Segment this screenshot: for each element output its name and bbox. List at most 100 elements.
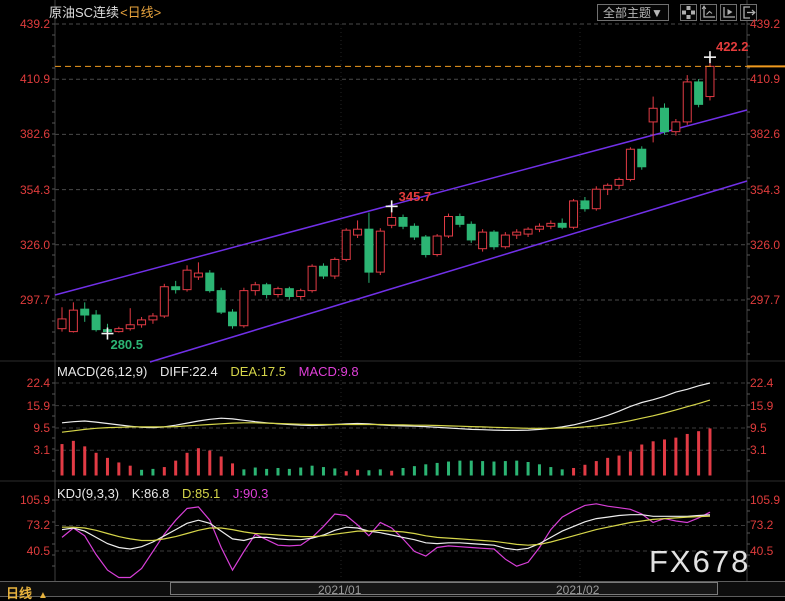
last-high-label: 422.2: [715, 39, 749, 55]
y-axis-label: 326.0: [750, 237, 781, 252]
macd-histogram-bar: [94, 452, 98, 476]
macd-histogram-bar: [424, 464, 428, 476]
swing-high-label: 345.7: [398, 189, 432, 205]
y-axis-label: 439.2: [750, 17, 781, 31]
y-axis-scale-icon: [701, 5, 715, 18]
dea-line: [61, 399, 711, 433]
macd-histogram-bar: [128, 465, 132, 476]
y-axis-scale-button[interactable]: [700, 4, 717, 21]
candle-body: [478, 231, 488, 250]
candle-body: [307, 265, 317, 292]
macd-histogram-bar: [208, 450, 212, 476]
macd-histogram-bar: [196, 448, 200, 476]
macd-histogram-bar: [458, 460, 462, 476]
candle-body: [205, 272, 215, 292]
candle-body: [603, 184, 613, 190]
candle-body: [318, 265, 328, 277]
period-tag: <日线>: [120, 5, 162, 20]
y-axis-label: 326.0: [19, 237, 50, 252]
candle-body: [660, 107, 670, 133]
candle-body: [387, 216, 397, 226]
macd-histogram-bar: [378, 469, 382, 476]
collapse-arrow-icon: ▲: [38, 590, 48, 601]
exit-chart-button[interactable]: [740, 4, 757, 21]
scrollbar-thumb[interactable]: [170, 582, 718, 595]
candle-body: [466, 223, 476, 241]
candle-body: [614, 178, 624, 186]
macd-histogram-bar: [572, 467, 576, 476]
pan-icon: [682, 6, 695, 19]
macd-histogram-bar: [412, 466, 416, 476]
candle-body: [694, 81, 704, 105]
y-axis-label: 15.9: [750, 398, 774, 413]
symbol-title: 原油SC连续<日线>: [49, 2, 161, 21]
y-axis-label: 382.6: [19, 127, 50, 142]
y-axis-label: 40.5: [26, 543, 50, 558]
candle-body: [137, 319, 147, 326]
y-axis-label: 40.5: [750, 543, 774, 558]
macd-histogram-bar: [367, 470, 371, 476]
auto-scale-icon: [723, 7, 735, 18]
macd-histogram-bar: [606, 457, 610, 476]
macd-histogram-bar: [185, 452, 189, 476]
y-axis-label: 15.9: [26, 398, 50, 413]
macd-histogram-bar: [697, 431, 701, 476]
macd-histogram-bar: [617, 455, 621, 476]
month-label-jan: 2021/01: [318, 583, 362, 597]
macd-histogram-bar: [105, 457, 109, 476]
candle-body: [523, 228, 533, 235]
candle-body: [637, 148, 647, 168]
k-readout: K:86.8: [131, 486, 170, 501]
theme-dropdown[interactable]: 全部主题▼: [597, 4, 669, 21]
k-line: [61, 514, 711, 551]
j-readout: J:90.3: [232, 486, 269, 501]
kdj-label: KDJ(9,3,3): [57, 486, 120, 501]
trend-channel-line: [149, 180, 748, 363]
swing-low-label: 280.5: [110, 336, 144, 352]
candle-body: [409, 225, 419, 238]
macd-histogram-bar: [663, 439, 667, 476]
period-tab[interactable]: 日线 ▲: [6, 583, 48, 601]
diff-readout: DIFF:22.4: [159, 364, 218, 379]
pan-tool-button[interactable]: [680, 4, 697, 21]
candle-body: [489, 231, 499, 248]
macd-histogram-bar: [435, 462, 439, 476]
macd-histogram-bar: [356, 469, 360, 476]
macd-label: MACD(26,12,9): [57, 364, 148, 379]
candle-body: [250, 284, 260, 292]
candle-body: [364, 228, 374, 273]
candle-body: [341, 229, 351, 260]
candle-body: [569, 200, 579, 228]
macd-histogram-bar: [299, 467, 303, 476]
auto-scale-button[interactable]: [720, 4, 737, 21]
candle-body: [114, 328, 124, 333]
macd-histogram-bar: [60, 444, 64, 476]
candle-body: [421, 236, 431, 256]
macd-histogram-bar: [537, 464, 541, 476]
macd-histogram-bar: [526, 462, 530, 476]
candle-body: [91, 314, 101, 331]
macd-histogram-bar: [287, 468, 291, 476]
macd-histogram-bar: [333, 468, 337, 476]
macd-histogram-bar: [503, 461, 507, 476]
candle-body: [239, 290, 249, 327]
candle-body: [580, 200, 590, 210]
macd-histogram-bar: [83, 446, 87, 476]
candle-body: [216, 290, 226, 313]
macd-histogram-bar: [276, 467, 280, 476]
candle-body: [193, 272, 203, 278]
y-axis-label: 297.7: [750, 292, 781, 307]
j-line: [61, 503, 711, 579]
y-axis-label: 9.5: [33, 420, 50, 435]
candle-body: [68, 309, 78, 333]
macd-histogram-bar: [219, 456, 223, 476]
macd-histogram-bar: [242, 469, 246, 476]
candle-body: [125, 324, 135, 330]
macd-histogram-bar: [390, 470, 394, 476]
candle-body: [648, 107, 658, 123]
y-axis-label: 354.3: [19, 182, 50, 197]
dea-readout: DEA:17.5: [230, 364, 287, 379]
month-label-feb: 2021/02: [556, 583, 600, 597]
